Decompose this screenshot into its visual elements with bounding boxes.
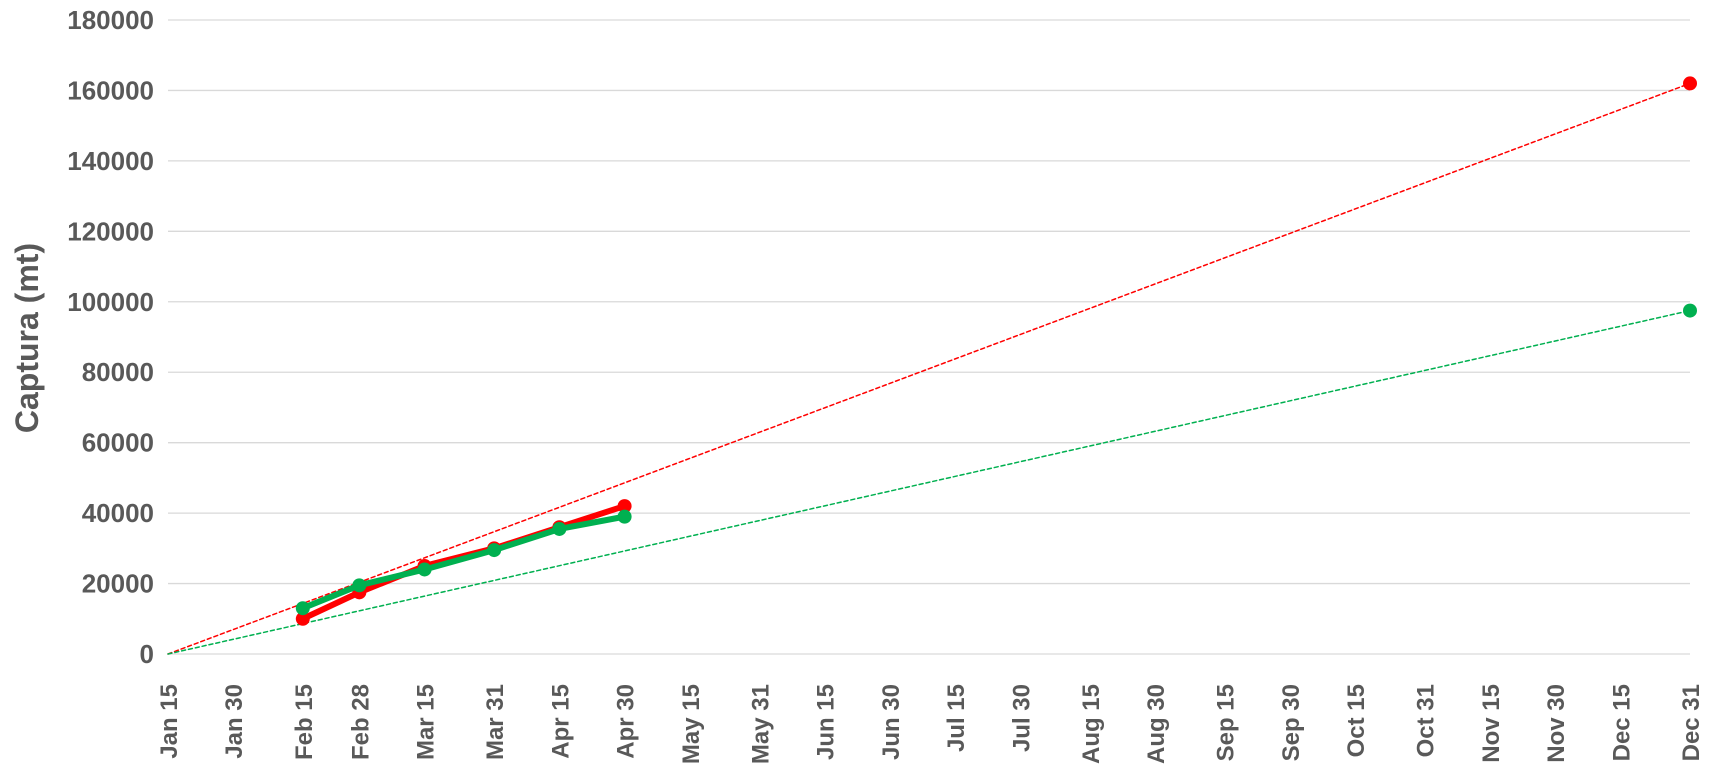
x-tick-label: Oct 31 [1413,684,1440,757]
data-point [352,578,367,593]
y-tick-label: 180000 [67,5,154,35]
data-point [617,499,632,514]
y-axis-ticks: 0 20000 40000 60000 80000 100000 120000 140000 1… [67,5,154,669]
data-point [295,611,310,626]
x-axis-ticks: Jan 15 Jan 30 Feb 15 Feb 28 Mar 15 Mar 31 Apr … [156,684,1705,764]
x-tick-label: Apr 30 [613,684,640,759]
data-point [417,562,432,577]
gridlines [168,19,1690,655]
y-tick-label: 40000 [82,498,154,528]
x-tick-label: May 15 [678,684,705,764]
x-tick-label: Oct 15 [1343,684,1370,757]
y-axis-label: Captura (mt) [9,243,45,433]
x-tick-label: Aug 30 [1143,684,1170,764]
series-line [299,513,628,612]
x-tick-label: Jul 15 [943,684,970,752]
x-tick-label: Nov 30 [1543,684,1570,763]
x-tick-label: May 31 [747,684,774,764]
data-point [617,509,632,524]
x-tick-label: Jan 30 [221,684,248,759]
x-tick-label: Nov 15 [1478,684,1505,763]
y-tick-label: 60000 [82,428,154,458]
x-tick-label: Aug 15 [1078,684,1105,764]
trend-end-point [1683,303,1697,318]
y-tick-label: 20000 [82,569,154,599]
y-tick-label: 120000 [67,216,154,246]
data-point [552,521,567,536]
y-tick-label: 160000 [67,75,154,105]
x-tick-label: Feb 28 [347,684,374,760]
x-tick-label: Jul 30 [1008,684,1035,752]
trend-line [167,82,1691,655]
x-tick-label: Mar 31 [482,684,509,760]
series [167,76,1697,655]
y-tick-label: 80000 [82,357,154,387]
x-tick-label: Jun 15 [813,684,840,760]
x-tick-label: Sep 30 [1278,684,1305,761]
x-tick-label: Dec 15 [1608,684,1635,761]
x-tick-label: Dec 31 [1678,684,1705,761]
x-tick-label: Mar 15 [413,684,440,760]
x-tick-label: Jun 30 [878,684,905,760]
x-tick-label: Jan 15 [156,684,183,759]
x-tick-label: Feb 15 [291,684,318,760]
x-tick-label: Sep 15 [1213,684,1240,761]
y-tick-label: 0 [140,639,154,669]
trend-line [167,309,1691,655]
x-tick-label: Apr 15 [547,684,574,759]
trend-end-point [1683,76,1697,91]
y-tick-label: 140000 [67,146,154,176]
y-tick-label: 100000 [67,287,154,317]
data-point [295,601,310,616]
data-point [487,543,502,558]
